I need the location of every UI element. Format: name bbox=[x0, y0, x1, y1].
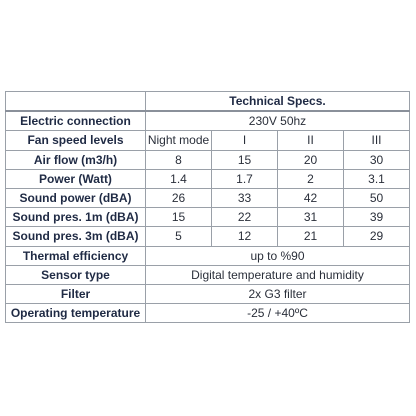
table-row: Electric connection 230V 50hz bbox=[5, 110, 410, 132]
row-value: 2 bbox=[277, 168, 344, 189]
header-blank-cell bbox=[5, 91, 146, 113]
row-value: 20 bbox=[277, 149, 344, 170]
row-value: up to %90 bbox=[145, 245, 410, 266]
row-value: 30 bbox=[343, 149, 410, 170]
row-label: Operating temperature bbox=[5, 303, 146, 324]
row-value: 1.7 bbox=[211, 168, 278, 189]
row-label: Filter bbox=[5, 283, 146, 305]
row-value: 230V 50hz bbox=[145, 110, 410, 132]
row-value: 33 bbox=[211, 187, 278, 209]
row-value: 21 bbox=[277, 226, 344, 247]
row-label: Electric connection bbox=[5, 110, 146, 132]
technical-specs-table: Technical Specs. Electric connection 230… bbox=[5, 91, 410, 324]
row-value: 2x G3 filter bbox=[145, 283, 410, 305]
table-row: Sensor type Digital temperature and humi… bbox=[5, 264, 410, 285]
row-value: 1.4 bbox=[145, 168, 212, 189]
row-value: 39 bbox=[343, 207, 410, 228]
table-row: Sound pres. 1m (dBA) 15 22 31 39 bbox=[5, 207, 410, 228]
row-label: Fan speed levels bbox=[5, 130, 146, 151]
table-row: Sound power (dBA) 26 33 42 50 bbox=[5, 187, 410, 209]
row-value: Digital temperature and humidity bbox=[145, 264, 410, 285]
row-value: III bbox=[343, 130, 410, 151]
row-value: 31 bbox=[277, 207, 344, 228]
row-label: Thermal efficiency bbox=[5, 245, 146, 266]
row-value: -25 / +40ºC bbox=[145, 303, 410, 324]
row-label: Power (Watt) bbox=[5, 168, 146, 189]
row-value: 22 bbox=[211, 207, 278, 228]
table-row: Fan speed levels Night mode I II III bbox=[5, 130, 410, 151]
table-row: Filter 2x G3 filter bbox=[5, 283, 410, 305]
table-title: Technical Specs. bbox=[145, 91, 410, 113]
row-value: Night mode bbox=[145, 130, 212, 151]
table-row: Air flow (m3/h) 8 15 20 30 bbox=[5, 149, 410, 170]
row-value: II bbox=[277, 130, 344, 151]
table-row: Operating temperature -25 / +40ºC bbox=[5, 303, 410, 324]
row-value: I bbox=[211, 130, 278, 151]
row-label: Sound pres. 3m (dBA) bbox=[5, 226, 146, 247]
table-row: Power (Watt) 1.4 1.7 2 3.1 bbox=[5, 168, 410, 189]
row-label: Sensor type bbox=[5, 264, 146, 285]
row-value: 8 bbox=[145, 149, 212, 170]
row-value: 15 bbox=[211, 149, 278, 170]
row-value: 29 bbox=[343, 226, 410, 247]
row-label: Sound power (dBA) bbox=[5, 187, 146, 209]
row-value: 26 bbox=[145, 187, 212, 209]
table-row: Sound pres. 3m (dBA) 5 12 21 29 bbox=[5, 226, 410, 247]
row-value: 15 bbox=[145, 207, 212, 228]
row-value: 3.1 bbox=[343, 168, 410, 189]
table-row: Thermal efficiency up to %90 bbox=[5, 245, 410, 266]
row-label: Sound pres. 1m (dBA) bbox=[5, 207, 146, 228]
row-value: 12 bbox=[211, 226, 278, 247]
row-value: 5 bbox=[145, 226, 212, 247]
row-value: 42 bbox=[277, 187, 344, 209]
row-value: 50 bbox=[343, 187, 410, 209]
row-label: Air flow (m3/h) bbox=[5, 149, 146, 170]
table-header-row: Technical Specs. bbox=[5, 91, 410, 113]
